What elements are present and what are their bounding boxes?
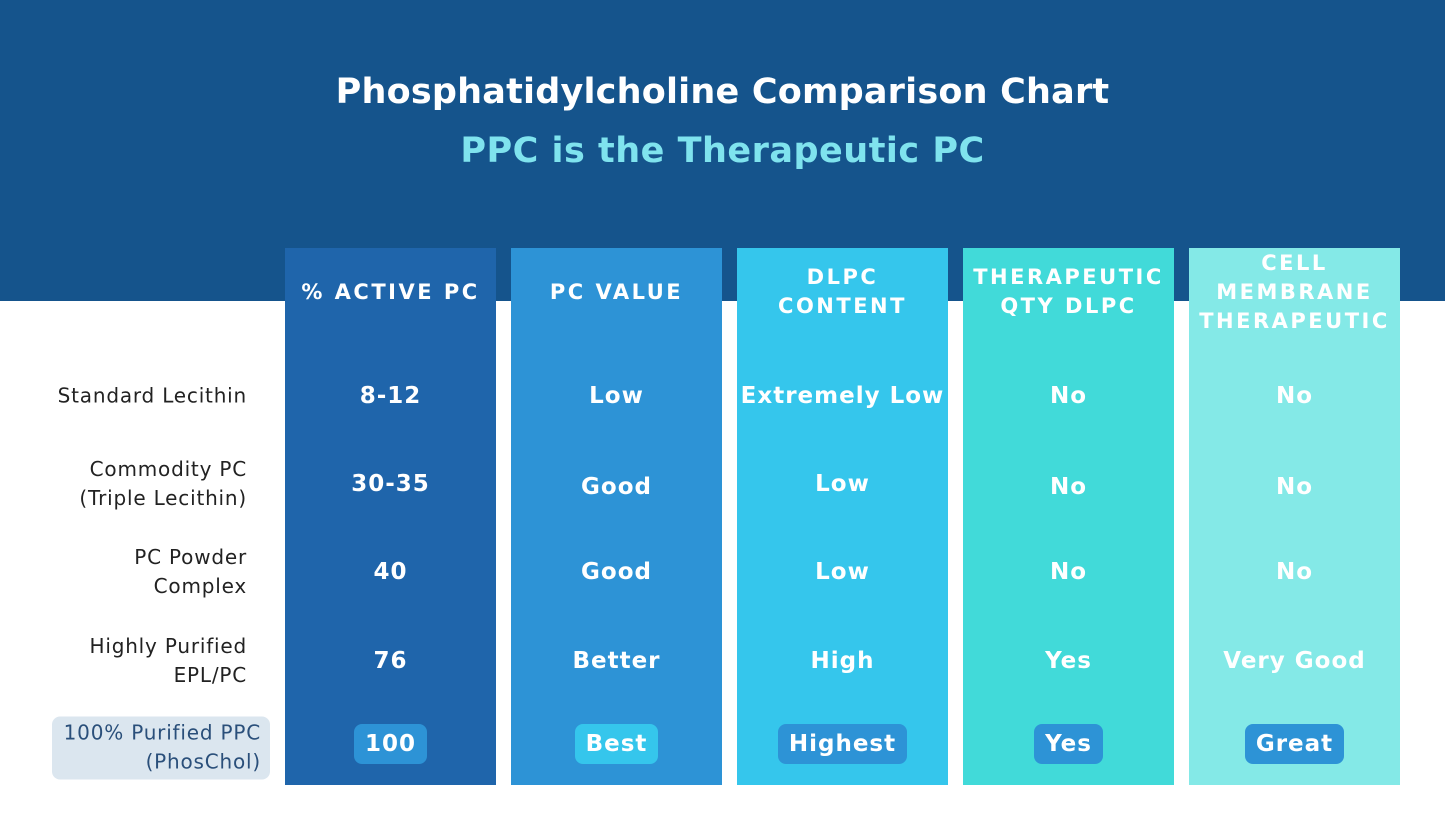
column-therapeutic-qty: THERAPEUTIC QTY DLPC No No No Yes Yes <box>963 248 1174 785</box>
column-pc-value: PC VALUE Low Good Good Better Best <box>511 248 722 785</box>
table-cell: 40 <box>373 559 408 585</box>
table-cell: Low <box>815 559 870 585</box>
highlight-cell: Great <box>1189 724 1400 764</box>
highlight-cell: Best <box>511 724 722 764</box>
table-cell: Good <box>581 559 652 585</box>
highlight-cell: Yes <box>963 724 1174 764</box>
table-cell: Better <box>572 648 661 674</box>
column-header: THERAPEUTIC QTY DLPC <box>973 265 1164 318</box>
row-label: Highly Purified EPL/PC <box>89 634 247 687</box>
column-dlpc-content: DLPC CONTENT Extremely Low Low Low High … <box>737 248 948 785</box>
highlight-pill: Highest <box>777 724 908 764</box>
chart-subtitle: PPC is the Therapeutic PC <box>460 131 985 171</box>
table-cell: Low <box>589 383 644 409</box>
highlight-pill: Yes <box>1034 724 1103 764</box>
column-header: PC VALUE <box>549 279 684 304</box>
table-cell: Yes <box>1045 648 1092 674</box>
column-header: DLPC CONTENT <box>778 265 907 318</box>
column-cell-membrane: CELL MEMBRANE THERAPEUTIC No No No Very … <box>1189 248 1400 785</box>
table-cell: 76 <box>373 648 408 674</box>
highlight-cell: 100 <box>285 724 496 764</box>
highlight-pill: Best <box>574 724 659 764</box>
table-cell: No <box>1275 383 1314 409</box>
table-cell: Very Good <box>1223 648 1366 674</box>
table-cell: No <box>1275 559 1314 585</box>
highlight-pill: 100 <box>353 724 427 764</box>
column-header: % ACTIVE PC <box>301 279 480 304</box>
table-cell: High <box>810 648 875 674</box>
table-cell: No <box>1049 474 1088 500</box>
row-label: PC Powder Complex <box>134 545 247 598</box>
row-label: Standard Lecithin <box>57 383 247 408</box>
highlight-pill: Great <box>1244 724 1345 764</box>
table-cell: 8-12 <box>359 383 422 409</box>
column-header: CELL MEMBRANE THERAPEUTIC <box>1199 250 1390 333</box>
row-label: Commodity PC (Triple Lecithin) <box>79 457 247 510</box>
table-cell: Extremely Low <box>740 383 945 409</box>
row-label-highlighted: 100% Purified PPC (PhosChol) <box>51 716 270 780</box>
table-cell: No <box>1049 383 1088 409</box>
table-cell: No <box>1049 559 1088 585</box>
highlight-cell: Highest <box>737 724 948 764</box>
table-cell: Low <box>815 471 870 497</box>
chart-title: Phosphatidylcholine Comparison Chart <box>335 72 1110 112</box>
table-cell: Good <box>581 474 652 500</box>
table-cell: No <box>1275 474 1314 500</box>
table-cell: 30-35 <box>351 471 430 497</box>
column-active-pc: % ACTIVE PC 8-12 30-35 40 76 100 <box>285 248 496 785</box>
